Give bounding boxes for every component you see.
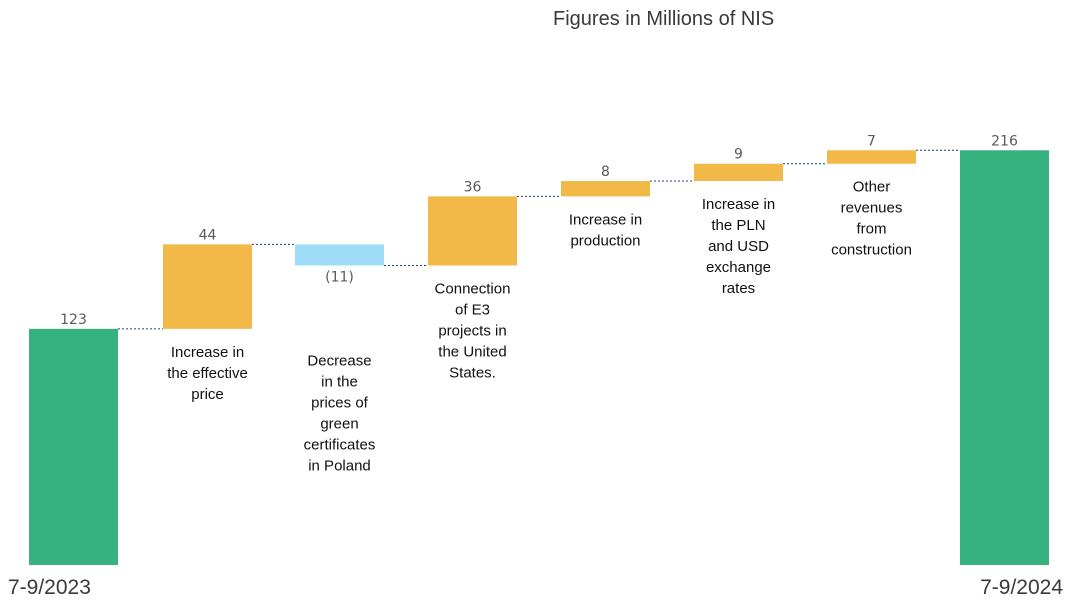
bar-5 <box>561 181 650 197</box>
bar-description-7-line-4: construction <box>831 242 912 259</box>
bar-description-3-line-2: in the <box>321 373 358 390</box>
bar-description-7-line-2: revenues <box>841 200 903 217</box>
bar-7 <box>827 150 916 164</box>
data-label-5: 8 <box>601 164 610 180</box>
bar-1 <box>29 328 118 565</box>
bar-description-4-line-2: of E3 <box>455 301 490 318</box>
bar-description-6-line-1: Increase in <box>702 196 775 213</box>
bar-description-3-line-3: prices of <box>311 394 369 411</box>
bar-description-6-line-3: and USD <box>708 238 769 255</box>
data-label-8: 216 <box>991 133 1018 149</box>
data-label-1: 123 <box>60 312 87 328</box>
chart-title: Figures in Millions of NIS <box>553 8 775 30</box>
bar-description-6-line-5: rates <box>722 280 755 297</box>
bar-description-6-line-4: exchange <box>706 259 771 276</box>
bar-description-4-line-5: States. <box>449 364 496 381</box>
bar-description-4-line-4: the United <box>438 343 506 360</box>
data-label-2: 44 <box>199 227 217 243</box>
bar-description-7-line-3: from <box>857 221 887 238</box>
bar-2 <box>163 244 252 329</box>
bar-description-3-line-1: Decrease <box>307 352 371 369</box>
bar-8 <box>960 150 1049 565</box>
bar-description-2-line-1: Increase in <box>171 344 244 361</box>
data-label-4: 36 <box>464 179 482 195</box>
bar-description-5-line-2: production <box>570 232 640 249</box>
bar-description-6-line-2: the PLN <box>711 217 765 234</box>
data-label-6: 9 <box>734 147 743 163</box>
data-label-3: (11) <box>325 269 354 285</box>
bar-description-3-line-5: certificates <box>304 436 376 453</box>
bar-description-4-line-3: projects in <box>438 322 506 339</box>
bar-description-3-line-6: in Poland <box>308 457 371 474</box>
bar-4 <box>428 196 517 266</box>
bar-description-3-line-4: green <box>320 415 358 432</box>
data-label-7: 7 <box>867 133 876 149</box>
bar-description-4-line-1: Connection <box>435 280 511 297</box>
bar-6 <box>694 163 783 181</box>
period-label-1: 7-9/2023 <box>8 576 91 599</box>
bar-description-2-line-3: price <box>191 386 224 403</box>
period-label-8: 7-9/2024 <box>980 576 1063 599</box>
bar-description-7-line-1: Other <box>853 179 891 196</box>
bar-3 <box>295 244 384 266</box>
bar-description-2-line-2: the effective <box>167 365 248 382</box>
bar-description-5-line-1: Increase in <box>569 211 642 228</box>
